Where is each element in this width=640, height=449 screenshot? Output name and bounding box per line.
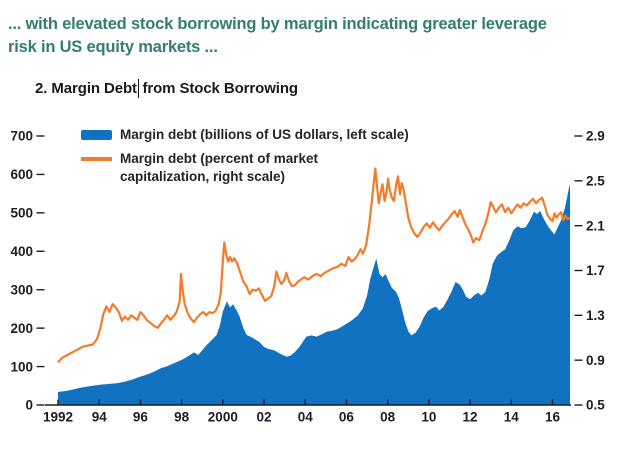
- left-axis-label: 400: [10, 244, 33, 259]
- chart-title: 2. Margin Debt from Stock Borrowing: [35, 79, 298, 98]
- left-axis-label: 500: [10, 206, 33, 221]
- legend-item-margin-debt-percent: Margin debt (percent of market capitaliz…: [81, 150, 409, 186]
- x-axis-label: 08: [380, 410, 396, 425]
- right-axis-label: 2.9: [586, 129, 605, 144]
- chart-title-suffix: from Stock Borrowing: [142, 80, 298, 97]
- x-axis-label: 04: [298, 410, 314, 425]
- x-axis-label: 14: [504, 410, 520, 425]
- orange-line-swatch-icon: [81, 157, 112, 161]
- x-axis-label: 1992: [43, 410, 73, 425]
- left-axis-label: 100: [10, 359, 33, 374]
- x-axis-label: 16: [545, 410, 561, 425]
- right-axis-label: 0.9: [586, 353, 605, 368]
- legend-label-dollars: Margin debt (billions of US dollars, lef…: [120, 127, 409, 142]
- margin-debt-area: [58, 184, 570, 405]
- chart-title-prefix: 2. Margin Debt: [35, 80, 137, 97]
- left-axis-label: 600: [10, 167, 33, 182]
- margin-debt-percent-line: [57, 167, 571, 364]
- x-axis-label: 98: [174, 410, 190, 425]
- legend-label-percent: Margin debt (percent of market capitaliz…: [120, 151, 319, 184]
- left-axis-label: 300: [10, 282, 33, 297]
- page-headline: ... with elevated stock borrowing by mar…: [8, 13, 547, 59]
- x-axis-label: 10: [421, 410, 436, 425]
- right-axis-label: 2.1: [586, 218, 605, 233]
- x-axis-label: 06: [339, 410, 355, 425]
- left-axis-label: 700: [10, 129, 33, 144]
- x-axis-label: 02: [257, 410, 272, 425]
- headline-line-2: risk in US equity markets ...: [8, 38, 218, 56]
- x-axis-label: 12: [463, 410, 478, 425]
- chart-legend: Margin debt (billions of US dollars, lef…: [81, 126, 409, 186]
- text-cursor: [137, 79, 140, 98]
- headline-line-1: ... with elevated stock borrowing by mar…: [8, 15, 547, 33]
- left-axis-label: 0: [25, 398, 33, 413]
- x-axis-label: 96: [133, 410, 149, 425]
- right-axis-label: 2.5: [586, 174, 605, 189]
- x-axis-label: 94: [92, 410, 108, 425]
- blue-area-swatch-icon: [81, 130, 112, 140]
- x-axis-label: 2000: [208, 410, 238, 425]
- right-axis-label: 1.7: [586, 263, 605, 278]
- right-axis-label: 1.3: [586, 308, 605, 323]
- right-axis-label: 0.5: [586, 398, 605, 413]
- left-axis-label: 200: [10, 321, 33, 336]
- legend-item-margin-debt-dollars: Margin debt (billions of US dollars, lef…: [81, 126, 409, 144]
